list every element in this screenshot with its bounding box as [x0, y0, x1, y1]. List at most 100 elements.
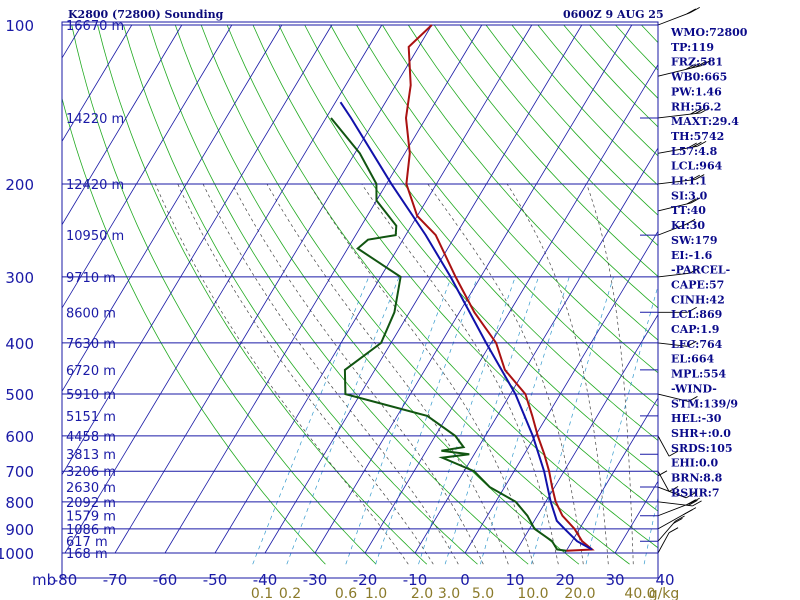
isotherm — [62, 24, 233, 309]
index-item: BSHR:7 — [671, 486, 720, 499]
isotherm — [264, 24, 583, 554]
height-label: 4458 m — [66, 430, 116, 445]
index-item: RH:56.2 — [671, 100, 721, 113]
wind-feather — [668, 450, 679, 457]
dry-adiabat — [200, 24, 630, 565]
wind-feather — [688, 396, 698, 402]
mixing-ratio-label: 2.0 — [411, 586, 433, 600]
dry-adiabat — [459, 24, 658, 247]
temperature-label: -10 — [403, 571, 428, 589]
wind-feather — [685, 492, 696, 499]
wind-feather — [695, 61, 706, 68]
temperature-label: 20 — [555, 571, 574, 589]
temperature-label: 10 — [505, 571, 524, 589]
moist-adiabat — [154, 183, 409, 565]
isotherm — [414, 147, 658, 554]
index-item: SI:3.0 — [671, 189, 708, 202]
wind-feather — [689, 267, 700, 274]
index-item: FRZ:581 — [671, 56, 723, 69]
wind-barb — [657, 532, 670, 554]
height-label: 2630 m — [66, 481, 116, 496]
height-label: 8600 m — [66, 306, 116, 321]
pressure-label: 800 — [5, 494, 34, 512]
index-item: WMO:72800 — [670, 26, 748, 39]
moist-adiabat — [177, 183, 434, 565]
mixing-ratio-label: 1.0 — [365, 586, 387, 600]
height-label: 3813 m — [66, 448, 116, 463]
height-label: 14220 m — [66, 112, 124, 127]
wind-barb — [657, 501, 693, 507]
pressure-label: 300 — [5, 269, 34, 287]
dry-adiabat — [382, 24, 658, 341]
wind-feather — [695, 108, 705, 114]
wind-barb — [657, 179, 696, 185]
wind-feather — [685, 64, 695, 70]
temperature-label: -50 — [203, 571, 228, 589]
index-item: TH:5742 — [671, 130, 724, 143]
wind-feather — [687, 340, 697, 347]
pressure-label: 600 — [5, 428, 34, 446]
index-item: -WIND- — [671, 382, 717, 395]
height-label: 168 m — [66, 547, 108, 562]
wind-feather — [686, 198, 697, 205]
temperature-label: -70 — [103, 571, 128, 589]
index-item: LFC:764 — [671, 338, 723, 351]
wind-feather — [675, 515, 685, 522]
parcel-trace — [339, 101, 593, 551]
dry-adiabat — [62, 96, 326, 565]
mixing-ratio-label: 20.0 — [564, 586, 595, 600]
mixing-ratio-label: 40.0 — [624, 586, 655, 600]
wind-barb — [657, 512, 688, 530]
wind-feather — [673, 518, 683, 524]
temperature-label: -20 — [353, 571, 378, 589]
wind-feather — [690, 7, 700, 13]
mixing-ratio-line — [480, 276, 570, 565]
wind-feather — [683, 509, 693, 515]
index-item: -PARCEL- — [671, 264, 730, 277]
index-item: HEL:-30 — [671, 412, 722, 425]
isotherm — [364, 63, 658, 554]
index-item: SW:179 — [671, 234, 718, 247]
mixing-ratio-label: 0.2 — [279, 586, 301, 600]
dry-adiabat — [252, 24, 658, 512]
dry-adiabat — [278, 24, 658, 476]
dry-adiabat — [356, 24, 658, 374]
wind-feather — [687, 142, 697, 149]
wind-feather — [690, 108, 700, 115]
dry-adiabat — [407, 24, 658, 309]
index-item: STM:139/9 — [671, 397, 738, 410]
wind-barb — [657, 272, 690, 278]
pressure-label: 500 — [5, 386, 34, 404]
mixing-ratio-label: g/kg — [649, 586, 680, 600]
wind-barb — [657, 502, 691, 517]
index-item: LCL:964 — [671, 160, 723, 173]
pressure-label: 1000 — [0, 545, 34, 563]
dry-adiabat — [149, 24, 529, 565]
index-item: BRN:8.8 — [671, 472, 723, 485]
mixing-ratio-label: 10.0 — [517, 586, 548, 600]
temperature-label: 30 — [605, 571, 624, 589]
index-item: CAP:1.9 — [671, 323, 719, 336]
index-item: KI:30 — [671, 219, 705, 232]
isotherm — [62, 24, 283, 393]
wind-feather — [685, 218, 696, 225]
mixing-ratio-label: 0.1 — [251, 586, 273, 600]
index-item: LI:1.1 — [671, 175, 707, 188]
wind-feather — [690, 197, 701, 204]
wind-feather — [690, 62, 700, 69]
wind-barb — [657, 223, 687, 236]
height-label: 3206 m — [66, 465, 116, 480]
dry-adiabat — [71, 24, 377, 565]
wind-barb — [657, 112, 701, 119]
mixing-ratio-label: 5.0 — [472, 586, 494, 600]
temperature-label: -80 — [53, 571, 78, 589]
wind-barb — [657, 145, 698, 154]
chart-time: 0600Z 9 AUG 25 — [563, 8, 664, 21]
wind-feather — [690, 497, 700, 504]
wind-feather — [692, 500, 702, 507]
temperature-label: -60 — [153, 571, 178, 589]
wind-profile — [657, 7, 711, 578]
height-label: 1086 m — [66, 523, 116, 538]
mixing-ratio-label: 0.6 — [335, 586, 357, 600]
